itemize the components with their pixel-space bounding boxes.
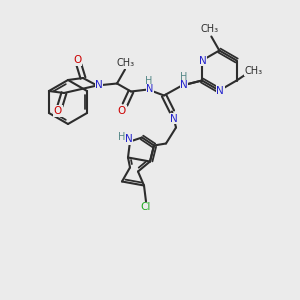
Text: H: H <box>118 133 126 142</box>
Text: N: N <box>95 80 103 91</box>
Text: H: H <box>180 73 188 82</box>
Text: O: O <box>118 106 126 116</box>
Text: CH₃: CH₃ <box>117 58 135 68</box>
Text: N: N <box>216 85 224 95</box>
Text: N: N <box>199 56 207 65</box>
Text: N: N <box>146 85 154 94</box>
Text: CH₃: CH₃ <box>244 65 263 76</box>
Text: O: O <box>73 55 81 65</box>
Text: N: N <box>170 113 178 124</box>
Text: H: H <box>145 76 153 86</box>
Text: O: O <box>54 106 62 116</box>
Text: N: N <box>125 134 133 145</box>
Text: N: N <box>180 80 188 91</box>
Text: CH₃: CH₃ <box>200 25 218 34</box>
Text: Cl: Cl <box>141 202 151 212</box>
